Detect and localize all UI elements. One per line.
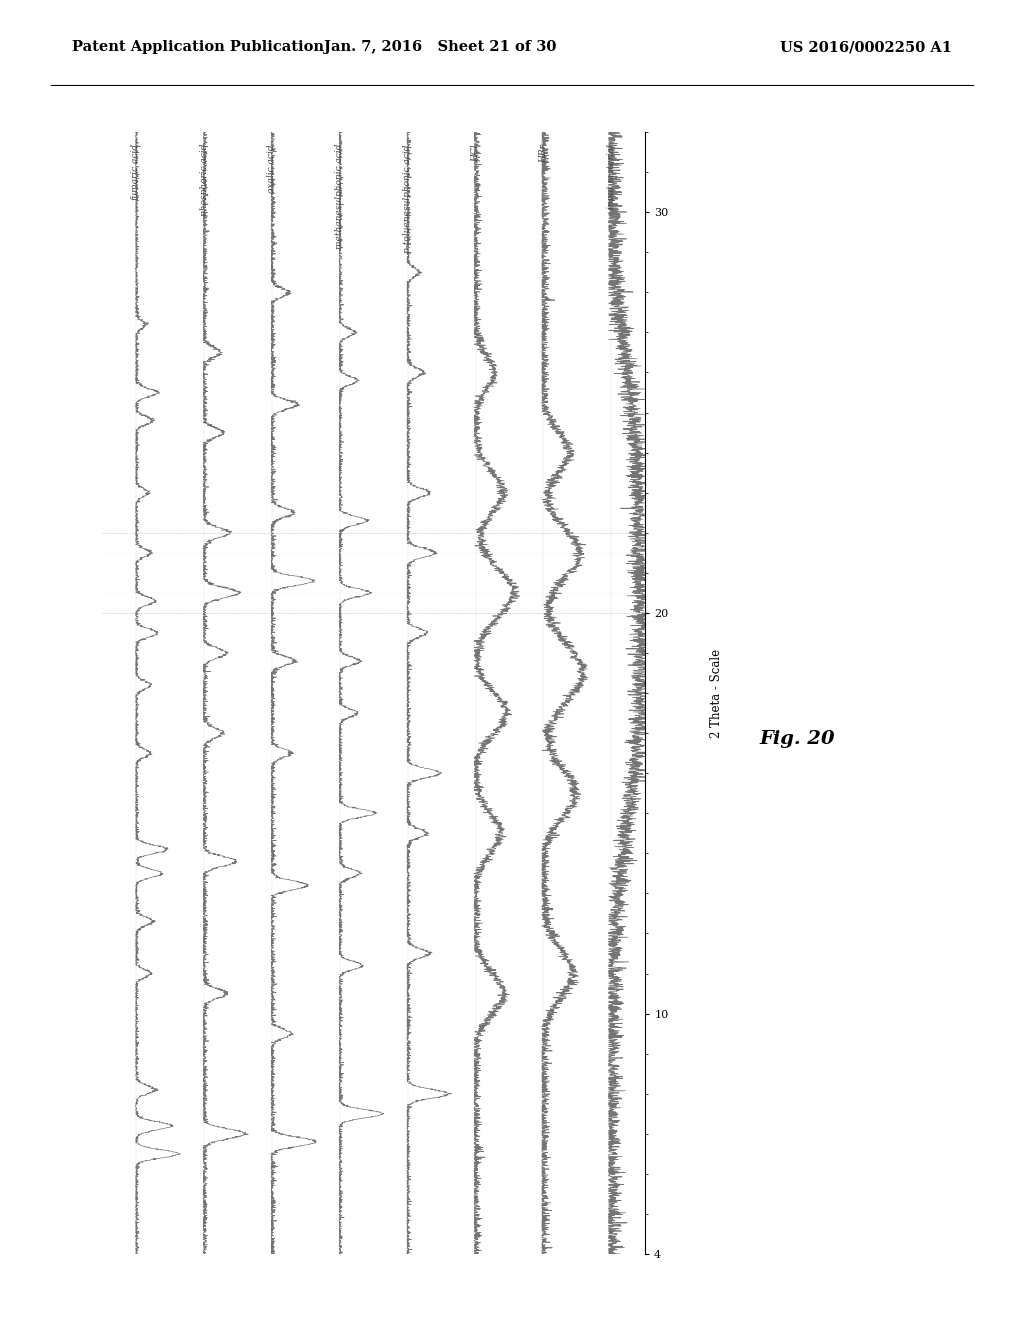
Text: HBr: HBr xyxy=(539,144,548,162)
Text: Jan. 7, 2016   Sheet 21 of 30: Jan. 7, 2016 Sheet 21 of 30 xyxy=(325,40,556,54)
Text: methanesulphonic acid: methanesulphonic acid xyxy=(335,144,344,249)
Text: phosphoric acid: phosphoric acid xyxy=(200,144,209,216)
Text: fumaric acid: fumaric acid xyxy=(132,144,141,201)
Text: p-toluenesulphonic acid: p-toluenesulphonic acid xyxy=(403,144,413,252)
Text: HCl: HCl xyxy=(471,144,480,161)
Y-axis label: 2 Theta - Scale: 2 Theta - Scale xyxy=(710,648,723,738)
Text: US 2016/0002250 A1: US 2016/0002250 A1 xyxy=(780,40,952,54)
Text: oxalic acid: oxalic acid xyxy=(267,144,276,193)
Text: Fig. 20: Fig. 20 xyxy=(760,730,836,748)
Text: input material: input material xyxy=(606,144,615,209)
Text: Patent Application Publication: Patent Application Publication xyxy=(72,40,324,54)
